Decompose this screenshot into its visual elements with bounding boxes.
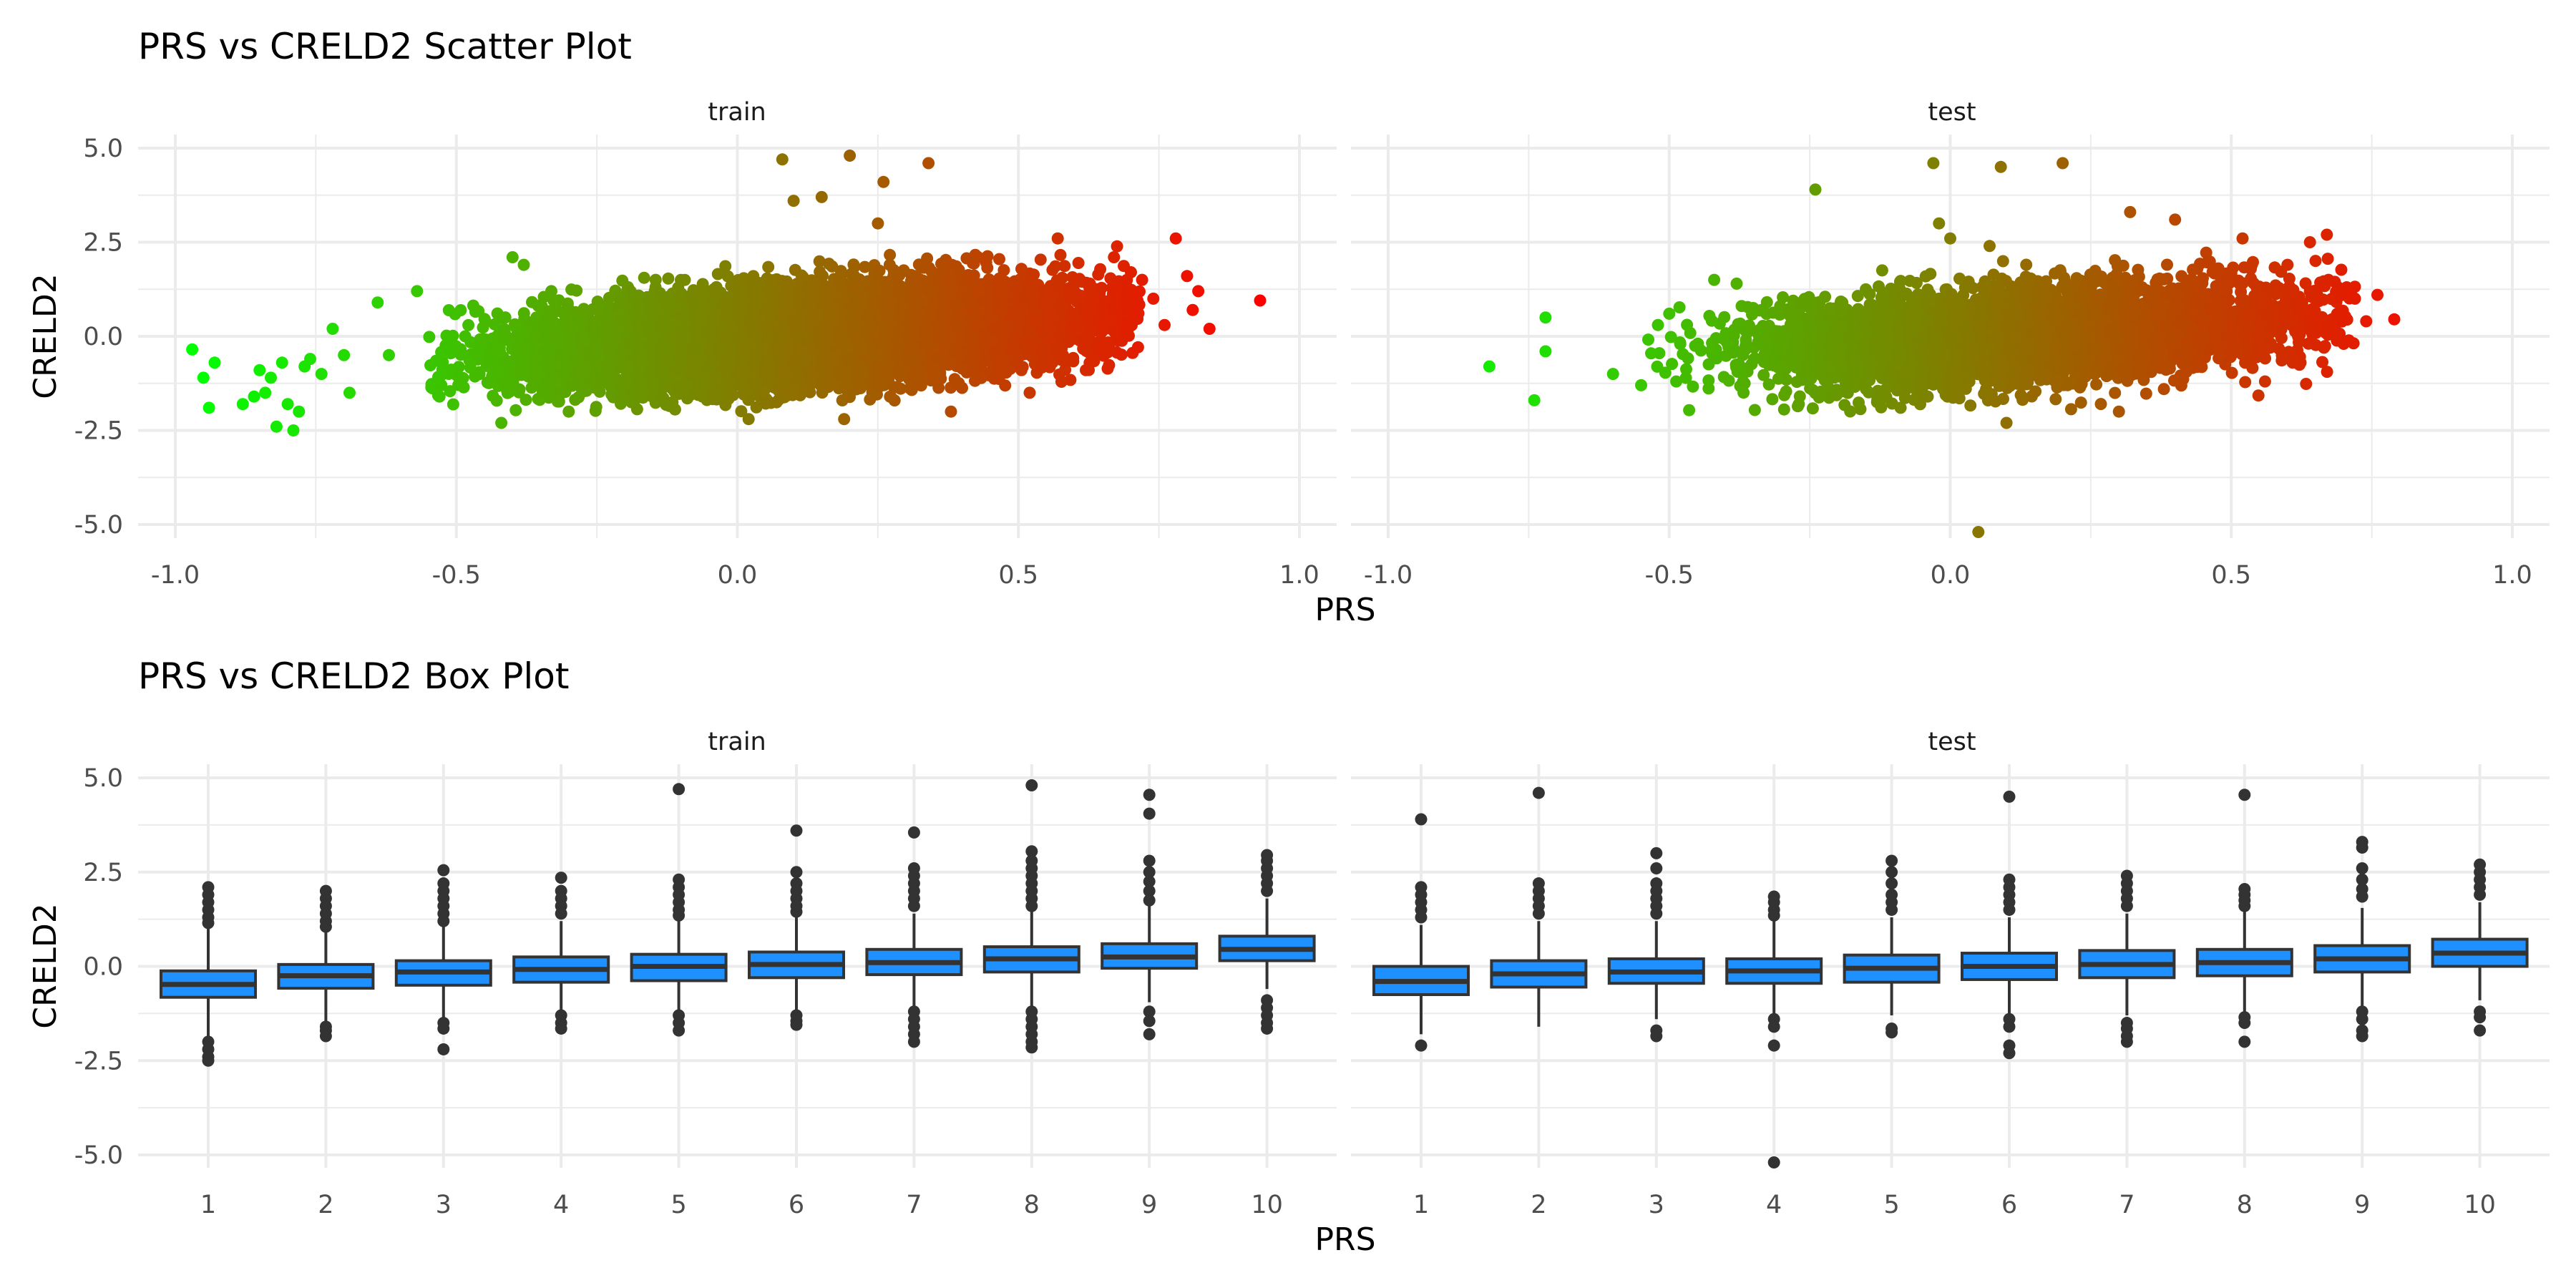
box-y-axis-label: CRELD2 xyxy=(27,903,64,1028)
scatter-point xyxy=(570,284,583,297)
box-strip-test: test xyxy=(1928,728,1976,756)
scatter-point xyxy=(423,331,436,343)
scatter-point xyxy=(449,308,462,321)
scatter-point xyxy=(447,398,459,411)
scatter-point xyxy=(662,272,675,285)
scatter-point xyxy=(462,318,475,331)
scatter-point xyxy=(1054,248,1067,261)
box-x-axis-label: PRS xyxy=(1314,1221,1375,1258)
box-strip-train: train xyxy=(708,728,766,756)
scatter-strip-train: train xyxy=(708,98,766,127)
scatter-title: PRS vs CRELD2 Scatter Plot xyxy=(138,26,632,67)
box-test-grid xyxy=(1351,764,2550,1168)
scatter-point xyxy=(509,404,522,416)
scatter-point xyxy=(1049,260,1062,273)
scatter-y-axis-label: CRELD2 xyxy=(27,273,64,399)
box-title: PRS vs CRELD2 Box Plot xyxy=(138,655,569,697)
scatter-point xyxy=(589,404,602,417)
box-train-grid xyxy=(138,764,1337,1168)
scatter-point xyxy=(884,248,897,261)
scatter-point xyxy=(429,354,442,367)
scatter-point xyxy=(1072,257,1085,269)
scatter-point xyxy=(1111,240,1123,253)
scatter-x-axis-label: PRS xyxy=(1314,592,1375,628)
scatter-train-panel xyxy=(186,150,1267,436)
scatter-strip-test: test xyxy=(1928,98,1976,127)
